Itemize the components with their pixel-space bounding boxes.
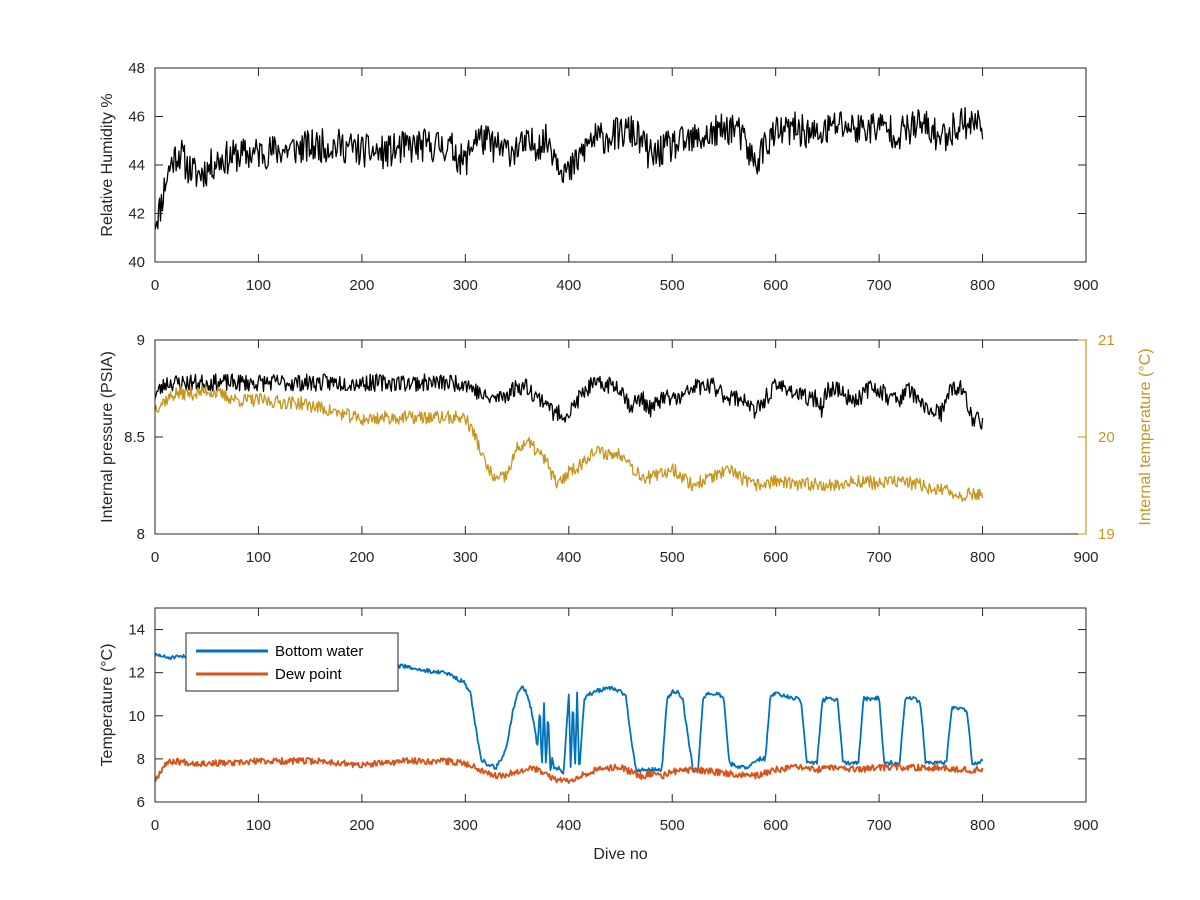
y-tick-label: 8 — [137, 751, 145, 768]
legend-label: Bottom water — [275, 643, 363, 660]
x-tick-label: 600 — [763, 817, 788, 834]
x-tick-label: 0 — [151, 817, 159, 834]
legend: Bottom water Dew point — [185, 632, 399, 692]
axes-box — [154, 339, 1087, 535]
y-tick-label: 8 — [137, 526, 145, 543]
x-tick-label: 100 — [246, 277, 271, 294]
x-tick-label: 300 — [453, 549, 478, 566]
x-tick-label: 700 — [867, 817, 892, 834]
y2-axis-label: Internal temperature (°C) — [1137, 348, 1154, 525]
y2-tick-label: 19 — [1098, 526, 1115, 543]
x-tick-label: 600 — [763, 549, 788, 566]
x-tick-label: 200 — [349, 549, 374, 566]
series-dew-point — [155, 757, 984, 784]
y-tick-label: 48 — [128, 60, 145, 77]
series-line-1 — [155, 373, 984, 430]
y-tick-label: 12 — [128, 665, 145, 682]
y2-tick-label: 21 — [1098, 332, 1115, 349]
y-tick-label: 10 — [128, 708, 145, 725]
y-tick-label: 14 — [128, 622, 145, 639]
x-tick-label: 300 — [453, 277, 478, 294]
y-tick-label: 8.5 — [124, 429, 145, 446]
x-tick-label: 0 — [151, 277, 159, 294]
series-group — [155, 373, 984, 503]
x-tick-label: 0 — [151, 549, 159, 566]
y-tick-label: 42 — [128, 206, 145, 223]
x-tick-label: 900 — [1073, 549, 1098, 566]
y-tick-label: 40 — [128, 254, 145, 271]
y-tick-label: 9 — [137, 332, 145, 349]
x-tick-label: 800 — [970, 549, 995, 566]
y-tick-label: 46 — [128, 109, 145, 126]
legend-label: Dew point — [275, 666, 343, 683]
axes-box — [154, 607, 1087, 803]
x-tick-label: 200 — [349, 277, 374, 294]
y-axis-label: Relative Humidity % — [99, 93, 116, 236]
x-tick-label: 500 — [660, 277, 685, 294]
x-tick-label: 800 — [970, 817, 995, 834]
x-tick-label: 800 — [970, 277, 995, 294]
x-tick-label: 600 — [763, 277, 788, 294]
x-axis-label: Dive no — [593, 846, 647, 863]
y-axis-label: Temperature (°C) — [99, 644, 116, 767]
x-tick-label: 200 — [349, 817, 374, 834]
x-tick-label: 400 — [556, 549, 581, 566]
x-tick-label: 400 — [556, 277, 581, 294]
x-tick-label: 700 — [867, 277, 892, 294]
x-tick-label: 400 — [556, 817, 581, 834]
x-tick-label: 700 — [867, 549, 892, 566]
x-tick-label: 900 — [1073, 817, 1098, 834]
y-tick-label: 44 — [128, 157, 145, 174]
chart-panel-1: 0 100 200 300 400 500 600 700 800 900 40 42 44 46 48 Re… — [99, 60, 1099, 294]
x-tick-label: 500 — [660, 549, 685, 566]
x-tick-label: 100 — [246, 549, 271, 566]
x-tick-label: 500 — [660, 817, 685, 834]
y-tick-label: 6 — [137, 794, 145, 811]
series-line-1 — [155, 107, 984, 230]
axes-box — [154, 67, 1087, 263]
series-group — [155, 107, 984, 230]
y2-tick-label: 20 — [1098, 429, 1115, 446]
x-tick-label: 100 — [246, 817, 271, 834]
chart-panel-2: 0 100 200 300 400 500 600 700 800 900 8 8.5 9 19 20 21 I… — [99, 332, 1154, 566]
y-axis-label: Internal pressure (PSIA) — [99, 351, 116, 523]
x-tick-label: 300 — [453, 817, 478, 834]
x-tick-label: 900 — [1073, 277, 1098, 294]
chart-panel-3: 0 100 200 300 400 500 600 700 800 900 6 8 10 12 14 Temp… — [99, 607, 1099, 863]
series-line-2 — [155, 384, 984, 503]
legend-box — [185, 632, 399, 692]
